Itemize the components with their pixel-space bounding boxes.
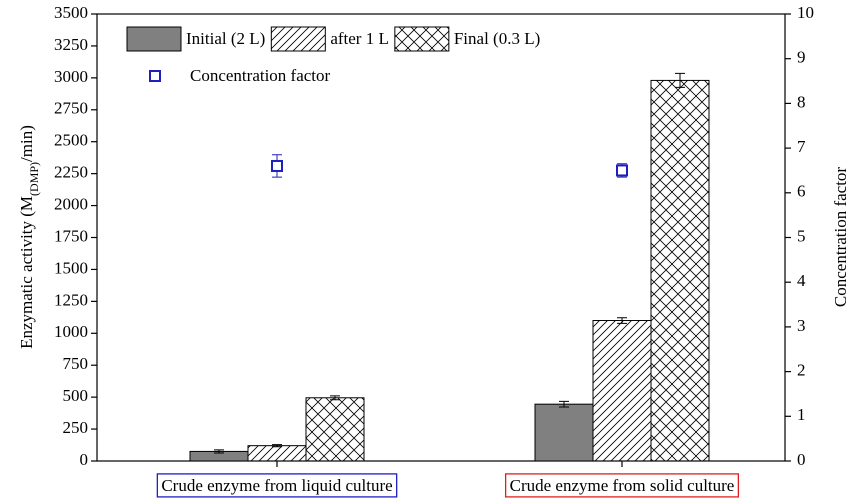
y-tick-label: 2500 [54,131,88,150]
legend-label: after 1 L [330,29,389,48]
point [271,159,283,172]
legend-swatch [394,26,450,52]
y-tick-label: 2750 [54,99,88,118]
y2-tick-label: 1 [797,405,806,424]
y-tick-label: 250 [63,418,89,437]
x-tick-label: Crude enzyme from solid culture [510,476,735,495]
y-tick-label: 3000 [54,67,88,86]
y2-tick-label: 5 [797,226,806,245]
y-tick-label: 2250 [54,163,88,182]
y-axis-label: Enzymatic activity (M(DMP)/min) [17,125,41,349]
y2-tick-label: 3 [797,316,806,335]
y-tick-label: 1750 [54,226,88,245]
error-bar [559,400,569,408]
y-tick-label: 1250 [54,290,88,309]
category-box [504,473,740,498]
y-tick-label: 3250 [54,35,88,54]
y-tick-label: 750 [63,354,89,373]
y2-tick-label: 9 [797,48,806,67]
y2-tick-label: 2 [797,361,806,380]
bar [534,403,594,462]
bar [650,79,710,462]
y2-axis-label: Concentration factor [831,167,850,308]
error-bar [330,395,340,401]
y-tick-label: 0 [80,450,89,469]
x-tick-label: Crude enzyme from liquid culture [161,476,392,495]
error-bar [675,72,685,88]
point [616,164,628,177]
y2-tick-label: 4 [797,271,806,290]
legend-label: Concentration factor [190,66,331,85]
y2-tick-label: 10 [797,3,814,22]
legend-swatch [126,26,182,52]
legend-swatch [270,26,326,52]
error-bar [272,444,282,448]
y2-tick-label: 7 [797,137,806,156]
y2-tick-label: 6 [797,182,806,201]
category-box [156,473,398,498]
y2-tick-label: 0 [797,450,806,469]
bar [305,397,365,462]
bar [247,445,307,462]
legend-label: Initial (2 L) [186,29,265,48]
legend-label: Final (0.3 L) [454,29,540,48]
y2-tick-label: 8 [797,92,806,111]
error-bar [617,317,627,324]
legend-marker [149,70,161,82]
y-tick-label: 2000 [54,194,88,213]
error-bar [214,449,224,454]
y-tick-label: 500 [63,386,89,405]
bar [592,320,652,462]
y-tick-label: 3500 [54,3,88,22]
y-tick-label: 1000 [54,322,88,341]
y-tick-label: 1500 [54,258,88,277]
